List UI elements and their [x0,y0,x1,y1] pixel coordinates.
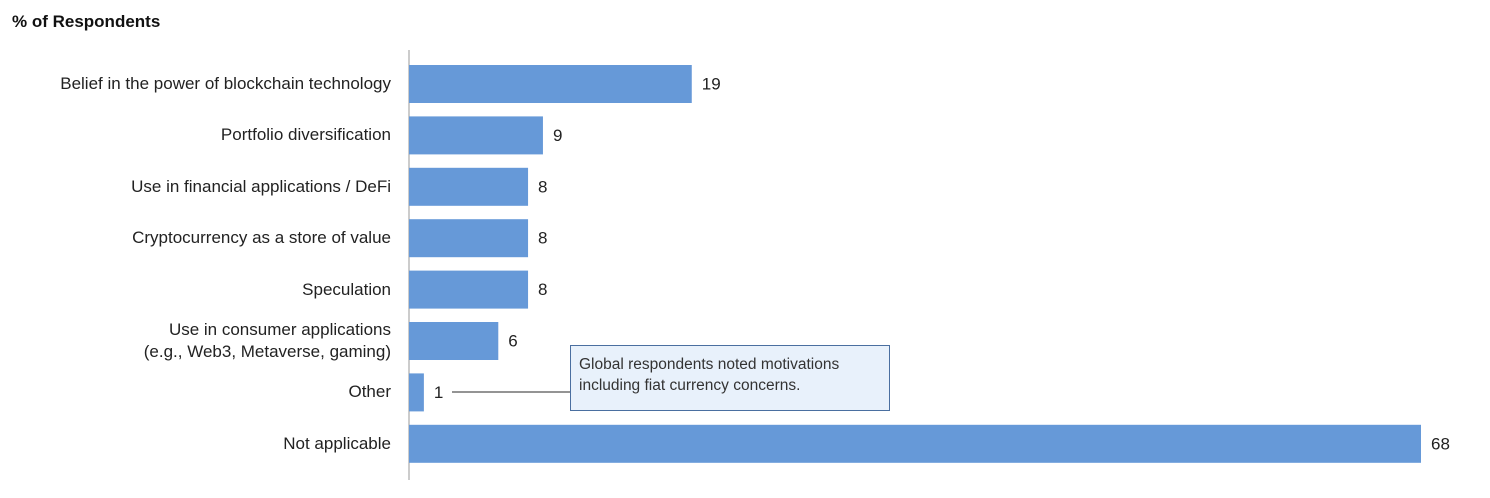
value-label: 19 [702,74,721,93]
annotation: Global respondents noted motivations inc… [570,345,890,411]
value-label: 8 [538,280,547,299]
value-label: 8 [538,229,547,248]
category-label: Belief in the power of blockchain techno… [60,74,391,93]
bar [409,167,529,206]
bar [409,270,529,309]
category-label: Use in financial applications / DeFi [131,176,391,196]
bar [409,424,1421,463]
category-label: Cryptocurrency as a store of value [132,228,391,248]
bar [409,219,529,258]
value-label: 6 [508,331,517,350]
value-label: 8 [538,177,547,196]
category-label: Other [348,382,391,402]
value-label: 1 [434,383,443,402]
category-label: Use in consumer applications (e.g., Web3… [143,320,391,361]
chart-title: % of Respondents [12,12,161,31]
bar [409,65,692,103]
value-label: 9 [553,126,562,145]
category-label: Speculation [302,279,391,299]
value-label: 68 [1431,434,1450,453]
bar [409,373,424,412]
bar [409,322,499,360]
category-label: Portfolio diversification [220,125,391,145]
category-label: Not applicable [283,433,391,453]
bar [409,116,543,155]
